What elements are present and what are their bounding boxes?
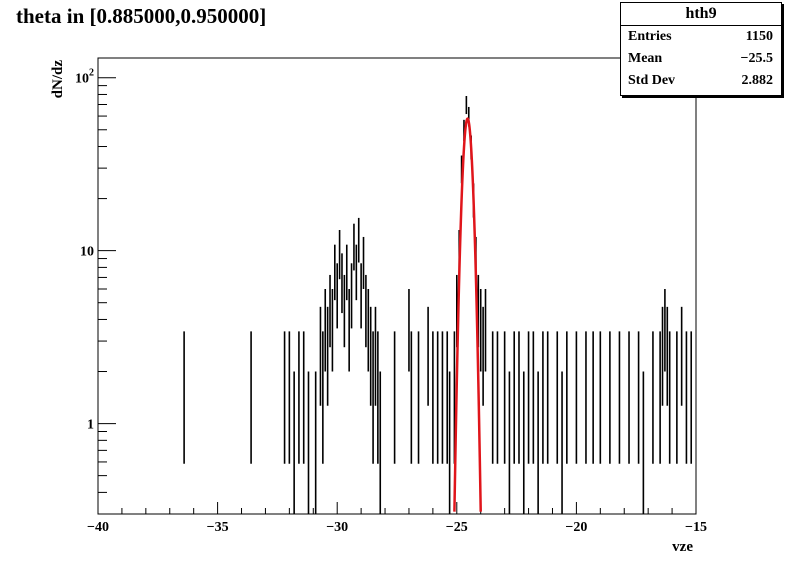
stats-key: Entries	[628, 29, 672, 44]
y-axis-label: dN/dz	[50, 60, 66, 99]
x-tick-label: −30	[326, 520, 348, 535]
axis-ticks	[97, 77, 697, 515]
y-tick-label: 10	[80, 245, 94, 260]
x-tick-label: −25	[446, 520, 468, 535]
x-tick-label: −35	[207, 520, 229, 535]
stats-value: 1150	[745, 29, 773, 44]
stats-row-entries: Entries 1150	[621, 26, 781, 48]
gaussian-fit-curve	[453, 117, 482, 512]
stats-row-stddev: Std Dev 2.882	[621, 70, 781, 92]
stats-value: 2.882	[741, 73, 774, 88]
stats-box-title: hth9	[621, 3, 781, 26]
stats-row-mean: Mean −25.5	[621, 48, 781, 70]
stats-box: hth9 Entries 1150 Mean −25.5 Std Dev 2.8…	[620, 2, 782, 96]
stats-value: −25.5	[740, 51, 773, 66]
stats-key: Mean	[628, 51, 663, 66]
tick-labels: −40 −35 −30 −25 −20 −15 1 10 102	[75, 68, 707, 535]
stats-key: Std Dev	[628, 73, 676, 88]
y-tick-label: 1	[87, 418, 94, 433]
chart-title: theta in [0.885000,0.950000]	[16, 4, 267, 28]
x-tick-label: −40	[87, 520, 109, 535]
y-tick-label: 102	[75, 68, 94, 87]
x-axis-label: vze	[672, 539, 693, 555]
plot-frame	[97, 57, 697, 515]
x-tick-label: −15	[685, 520, 707, 535]
x-tick-label: −20	[565, 520, 587, 535]
histogram-bars	[183, 96, 693, 514]
